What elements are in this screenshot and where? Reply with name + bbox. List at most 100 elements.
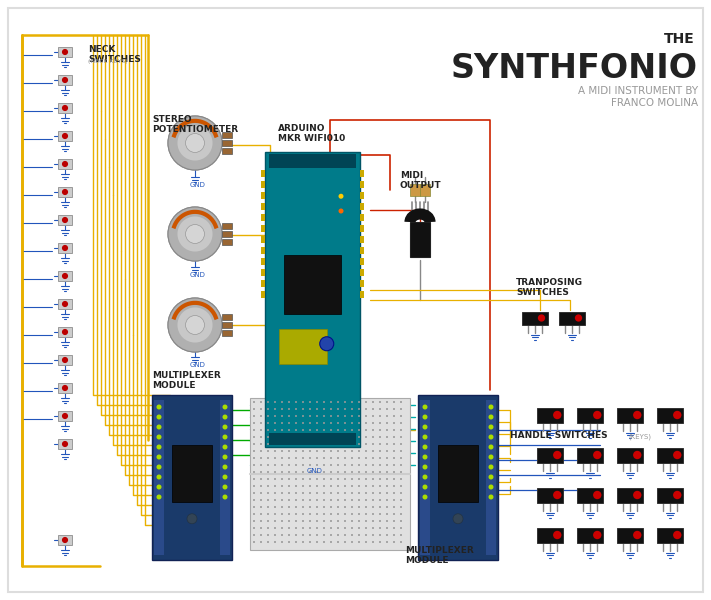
Circle shape	[62, 329, 68, 335]
Circle shape	[400, 457, 402, 459]
Circle shape	[351, 499, 353, 501]
Circle shape	[365, 415, 367, 417]
Bar	[360, 269, 364, 276]
Bar	[58, 411, 72, 421]
Circle shape	[168, 298, 222, 352]
Circle shape	[281, 422, 283, 424]
Circle shape	[379, 527, 381, 529]
Bar	[58, 439, 72, 449]
Circle shape	[281, 499, 283, 501]
Bar	[617, 487, 643, 503]
Circle shape	[372, 450, 374, 452]
Circle shape	[281, 429, 283, 431]
Circle shape	[302, 415, 304, 417]
Circle shape	[337, 534, 339, 536]
Bar	[58, 271, 72, 281]
Circle shape	[351, 541, 353, 543]
Bar	[360, 236, 364, 243]
Circle shape	[400, 415, 402, 417]
Circle shape	[386, 429, 388, 431]
Bar	[58, 383, 72, 393]
Circle shape	[288, 401, 290, 403]
Circle shape	[351, 513, 353, 515]
Bar	[261, 280, 265, 287]
Circle shape	[302, 492, 304, 494]
Circle shape	[422, 455, 427, 460]
Circle shape	[386, 408, 388, 410]
Circle shape	[168, 207, 222, 261]
Circle shape	[253, 415, 255, 417]
Bar	[559, 311, 585, 325]
Circle shape	[253, 457, 255, 459]
Circle shape	[267, 485, 269, 487]
Circle shape	[260, 478, 262, 480]
Circle shape	[323, 499, 325, 501]
Bar	[657, 448, 683, 463]
Circle shape	[344, 443, 346, 445]
Circle shape	[372, 506, 374, 508]
Bar	[222, 322, 232, 328]
Circle shape	[274, 415, 276, 417]
Circle shape	[274, 541, 276, 543]
Circle shape	[393, 506, 395, 508]
Circle shape	[309, 436, 311, 438]
Circle shape	[253, 541, 255, 543]
Circle shape	[365, 408, 367, 410]
Circle shape	[344, 527, 346, 529]
Circle shape	[673, 491, 681, 499]
Circle shape	[323, 513, 325, 515]
Circle shape	[260, 415, 262, 417]
Circle shape	[253, 506, 255, 508]
Circle shape	[488, 404, 493, 409]
Circle shape	[274, 450, 276, 452]
Circle shape	[267, 429, 269, 431]
Circle shape	[400, 485, 402, 487]
Circle shape	[281, 401, 283, 403]
Circle shape	[309, 471, 311, 473]
Circle shape	[400, 436, 402, 438]
Circle shape	[365, 527, 367, 529]
Circle shape	[400, 408, 402, 410]
Circle shape	[358, 506, 360, 508]
Circle shape	[358, 513, 360, 515]
Circle shape	[260, 408, 262, 410]
Circle shape	[253, 408, 255, 410]
Circle shape	[422, 425, 427, 430]
Circle shape	[358, 478, 360, 480]
Circle shape	[379, 429, 381, 431]
Circle shape	[253, 492, 255, 494]
Circle shape	[288, 492, 290, 494]
Circle shape	[358, 541, 360, 543]
Circle shape	[260, 464, 262, 466]
Circle shape	[156, 434, 161, 439]
Circle shape	[309, 415, 311, 417]
Circle shape	[365, 520, 367, 522]
Circle shape	[379, 443, 381, 445]
Bar	[222, 148, 232, 154]
Circle shape	[372, 485, 374, 487]
Circle shape	[330, 541, 332, 543]
Circle shape	[309, 485, 311, 487]
Circle shape	[223, 485, 228, 490]
Bar	[58, 75, 72, 85]
Circle shape	[372, 527, 374, 529]
Circle shape	[365, 478, 367, 480]
Circle shape	[260, 429, 262, 431]
Circle shape	[372, 429, 374, 431]
Circle shape	[187, 514, 197, 524]
Circle shape	[253, 513, 255, 515]
Circle shape	[351, 401, 353, 403]
Circle shape	[330, 408, 332, 410]
Circle shape	[372, 492, 374, 494]
Circle shape	[344, 450, 346, 452]
Circle shape	[422, 445, 427, 449]
Circle shape	[379, 506, 381, 508]
Circle shape	[323, 422, 325, 424]
Circle shape	[267, 520, 269, 522]
Circle shape	[281, 506, 283, 508]
Circle shape	[330, 492, 332, 494]
Circle shape	[344, 436, 346, 438]
Circle shape	[386, 422, 388, 424]
Circle shape	[372, 457, 374, 459]
Circle shape	[178, 307, 213, 343]
